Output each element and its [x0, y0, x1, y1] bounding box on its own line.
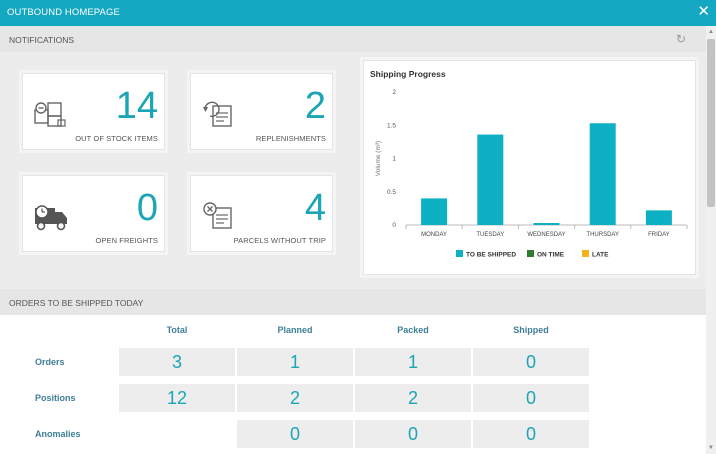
column-header-total: Total: [166, 325, 188, 335]
legend-swatch-0: [456, 250, 463, 257]
replenishments-card[interactable]: 2 REPLENISHMENTS: [190, 73, 333, 150]
anomalies-total-cell: [119, 420, 235, 448]
open-freights-card[interactable]: 0 OPEN FREIGHTS: [22, 175, 165, 252]
notifications-header: NOTIFICATIONS ↻: [0, 26, 706, 52]
shipping-progress-chart: Volume (m³) 0 0.5 1 1.5 2 MONDAY TUESDAY WEDNESD…: [375, 89, 688, 259]
bar-monday: [421, 198, 448, 225]
row-label-anomalies: Anomalies: [35, 429, 81, 439]
box-cross-icon: [203, 202, 232, 229]
boxes-icon: [34, 102, 66, 127]
x-tick-label: FRIDAY: [648, 232, 670, 238]
scroll-up-icon[interactable]: ▲: [708, 29, 714, 35]
close-icon[interactable]: ✕: [697, 3, 710, 20]
bar-tuesday: [477, 134, 504, 225]
parcels-without-trip-count: 4: [304, 187, 326, 229]
row-label-positions: Positions: [35, 393, 76, 403]
orders-total-cell[interactable]: 3: [119, 348, 235, 376]
x-tick-label: MONDAY: [421, 232, 447, 238]
y-tick-label: 0.5: [387, 189, 396, 196]
legend-label-1: ON TIME: [537, 252, 565, 259]
positions-shipped-cell[interactable]: 0: [473, 384, 589, 412]
truck-clock-icon: [35, 205, 67, 231]
y-tick-label: 0: [392, 222, 396, 229]
y-tick-label: 2: [392, 89, 396, 96]
column-header-planned: Planned: [277, 325, 313, 335]
vertical-scrollbar[interactable]: ▲ ▼: [706, 26, 716, 454]
column-header-shipped: Shipped: [513, 325, 549, 335]
legend-swatch-1: [527, 250, 534, 257]
x-tick-label: THURSDAY: [586, 232, 619, 238]
bar-thursday: [589, 123, 616, 225]
scroll-down-icon[interactable]: ▼: [708, 445, 714, 451]
positions-planned-cell[interactable]: 2: [237, 384, 353, 412]
out-of-stock-count: 14: [115, 85, 158, 127]
chart-title: Shipping Progress: [370, 69, 446, 79]
open-freights-count: 0: [136, 187, 158, 229]
y-axis-label: Volume (m³): [375, 141, 382, 176]
orders-header: ORDERS TO BE SHIPPED TODAY: [0, 289, 706, 315]
orders-shipped-cell[interactable]: 0: [473, 348, 589, 376]
orders-planned-cell[interactable]: 1: [237, 348, 353, 376]
notifications-title: NOTIFICATIONS: [9, 35, 75, 45]
out-of-stock-caption: OUT OF STOCK ITEMS: [75, 134, 158, 143]
row-label-orders: Orders: [35, 357, 65, 367]
positions-packed-cell[interactable]: 2: [355, 384, 471, 412]
bar-friday: [645, 210, 672, 225]
replenishments-caption: REPLENISHMENTS: [255, 134, 326, 143]
anomalies-planned-cell[interactable]: 0: [237, 420, 353, 448]
orders-packed-cell[interactable]: 1: [355, 348, 471, 376]
bar-wednesday: [533, 223, 560, 225]
replenish-box-icon: [203, 101, 232, 127]
replenishments-count: 2: [304, 85, 326, 127]
x-tick-label: TUESDAY: [476, 232, 504, 238]
legend-label-2: LATE: [592, 252, 609, 259]
orders-table: Total Planned Packed Shipped Orders Posi…: [0, 315, 706, 454]
positions-total-cell[interactable]: 12: [119, 384, 235, 412]
orders-title: ORDERS TO BE SHIPPED TODAY: [9, 298, 144, 308]
column-header-packed: Packed: [397, 325, 429, 335]
anomalies-shipped-cell[interactable]: 0: [473, 420, 589, 448]
x-tick-label: WEDNESDAY: [527, 232, 565, 238]
y-tick-label: 1.5: [387, 122, 396, 129]
title-bar: OUTBOUND HOMEPAGE ✕: [0, 0, 716, 26]
parcels-without-trip-caption: PARCELS WITHOUT TRIP: [233, 236, 326, 245]
window-title: OUTBOUND HOMEPAGE: [7, 7, 120, 18]
scrollbar-thumb[interactable]: [707, 39, 715, 207]
shipping-progress-chart-panel: Shipping Progress Volume (m³) 0 0.5 1 1.5 2 MO…: [363, 60, 696, 275]
open-freights-caption: OPEN FREIGHTS: [95, 236, 158, 245]
refresh-icon[interactable]: ↻: [675, 32, 686, 46]
parcels-without-trip-card[interactable]: 4 PARCELS WITHOUT TRIP: [190, 175, 333, 252]
legend-label-0: TO BE SHIPPED: [466, 252, 516, 259]
out-of-stock-card[interactable]: 14 OUT OF STOCK ITEMS: [22, 73, 165, 150]
anomalies-packed-cell[interactable]: 0: [355, 420, 471, 448]
y-tick-label: 1: [392, 156, 396, 163]
legend-swatch-2: [582, 250, 589, 257]
